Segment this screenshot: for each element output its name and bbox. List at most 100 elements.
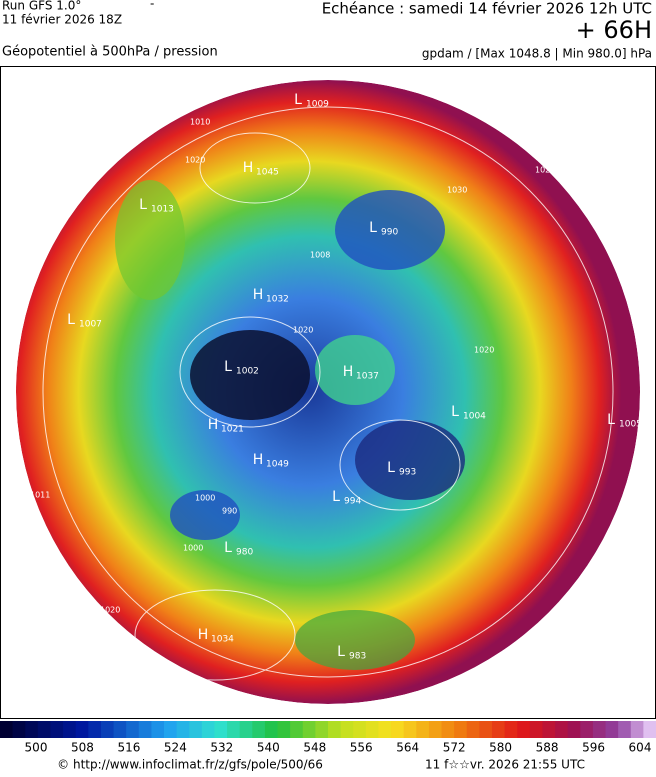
- isobar-label: 1010: [380, 74, 400, 83]
- blob: [115, 180, 185, 300]
- center-kind: H: [243, 160, 254, 176]
- colorbar-label: 532: [210, 741, 233, 755]
- center-kind: L: [224, 359, 232, 375]
- center-kind: L: [337, 644, 345, 660]
- center-value: 1037: [356, 372, 379, 382]
- colorbar-swatch: [164, 721, 178, 738]
- colorbar-label: 516: [117, 741, 140, 755]
- colorbar: 500 508 516 524 532 540 548 556 564 572 580 588 596 6…: [0, 721, 656, 755]
- colorbar-swatch: [378, 721, 392, 738]
- colorbar-swatch: [214, 721, 228, 738]
- colorbar-label: 580: [489, 741, 512, 755]
- center-value: 994: [344, 497, 361, 507]
- field: Géopotentiel à 500hPa / pression: [2, 45, 218, 60]
- colorbar-label: 540: [257, 741, 280, 755]
- isobar-label: 1020: [535, 166, 555, 175]
- isobar-label: 1010: [190, 118, 210, 127]
- colorbar-swatch: [88, 721, 102, 738]
- colorbar-swatch: [441, 721, 455, 738]
- blob: [335, 190, 445, 270]
- colorbar-swatch: [542, 721, 556, 738]
- colorbar-swatch: [353, 721, 367, 738]
- center-kind: H: [198, 627, 209, 643]
- colorbar-swatch: [37, 721, 51, 738]
- colorbar-swatch: [403, 721, 417, 738]
- center-value: 990: [381, 228, 398, 238]
- colorbar-swatch: [630, 721, 644, 738]
- colorbar-swatch: [100, 721, 115, 738]
- echeance: Echéance : samedi 14 février 2026 12h UT…: [322, 0, 652, 18]
- center-value: 1004: [463, 412, 486, 422]
- center-value: 993: [399, 468, 416, 478]
- center-kind: L: [387, 460, 395, 476]
- center-kind: H: [343, 364, 354, 380]
- colorbar-swatch: [555, 721, 569, 738]
- colorbar-label: 548: [303, 741, 326, 755]
- center-value: 1045: [256, 168, 279, 178]
- center-value: 1021: [221, 425, 244, 435]
- isobar-label: 1020: [474, 346, 494, 355]
- center-value: 1007: [79, 320, 102, 330]
- isobar: [199, 132, 311, 204]
- colorbar-swatch: [618, 721, 632, 738]
- isobar: [134, 589, 296, 681]
- isobar-label: 1008: [310, 251, 330, 260]
- colorbar-swatch: [189, 721, 203, 738]
- colorbar-swatch: [315, 721, 329, 738]
- colorbar-swatch: [567, 721, 581, 738]
- colorbar-swatch: [138, 721, 152, 738]
- colorbar-swatch: [227, 721, 241, 738]
- colorbar-swatch: [252, 721, 266, 738]
- footer-stamp: 11 f☆☆vr. 2026 21:55 UTC: [425, 758, 585, 772]
- colorbar-swatch: [151, 721, 165, 738]
- isobar: [339, 419, 461, 511]
- map: [16, 80, 640, 704]
- colorbar-label: 564: [396, 741, 419, 755]
- colorbar-swatch: [290, 721, 304, 738]
- colorbar-swatch: [264, 721, 279, 738]
- colorbar-swatch: [416, 721, 430, 738]
- blob: [315, 335, 395, 405]
- colorbar-swatch: [391, 721, 405, 738]
- colorbar-swatch: [201, 721, 215, 738]
- isobar-label: 1000: [195, 494, 215, 503]
- colorbar-swatch: [580, 721, 594, 738]
- blob: [355, 420, 465, 500]
- center-value: 1049: [266, 460, 289, 470]
- colorbar-swatch: [328, 721, 342, 738]
- center-kind: H: [253, 452, 264, 468]
- colorbar-swatch: [529, 721, 543, 738]
- colorbar-swatch: [605, 721, 619, 738]
- colorbar-swatch: [428, 721, 443, 738]
- colorbar-swatch: [517, 721, 531, 738]
- colorbar-swatch: [176, 721, 190, 738]
- isobar-label: 1020: [560, 171, 580, 180]
- colorbar-swatch: [466, 721, 480, 738]
- colorbar-swatch: [454, 721, 468, 738]
- header: Run GFS 1.0° 11 février 2026 18Z - Echéa…: [2, 0, 652, 61]
- colorbar-swatch: [277, 721, 291, 738]
- center-kind: L: [224, 540, 232, 556]
- center-value: 983: [349, 652, 366, 662]
- blob: [295, 610, 415, 670]
- center-value: 1002: [236, 367, 259, 377]
- colorbar-label: 604: [629, 741, 652, 755]
- center-value: 1013: [151, 205, 174, 215]
- center-kind: L: [294, 92, 302, 108]
- center-kind: L: [67, 312, 75, 328]
- colorbar-label: 524: [164, 741, 187, 755]
- colorbar-swatch: [239, 721, 253, 738]
- blob: [190, 330, 310, 420]
- colorbar-swatch: [0, 721, 14, 738]
- run: Run GFS 1.0°: [2, 0, 81, 13]
- isobar-label: 1000: [183, 544, 203, 553]
- isobar-label: 1020: [293, 326, 313, 335]
- isobar-label: 1020: [100, 606, 120, 615]
- dash: -: [150, 0, 154, 11]
- colorbar-label: 588: [536, 741, 559, 755]
- lead-time: + 66H: [576, 16, 652, 44]
- center-kind: H: [208, 417, 219, 433]
- center-value: 1034: [211, 635, 234, 645]
- isobar-label: 1020: [205, 91, 225, 100]
